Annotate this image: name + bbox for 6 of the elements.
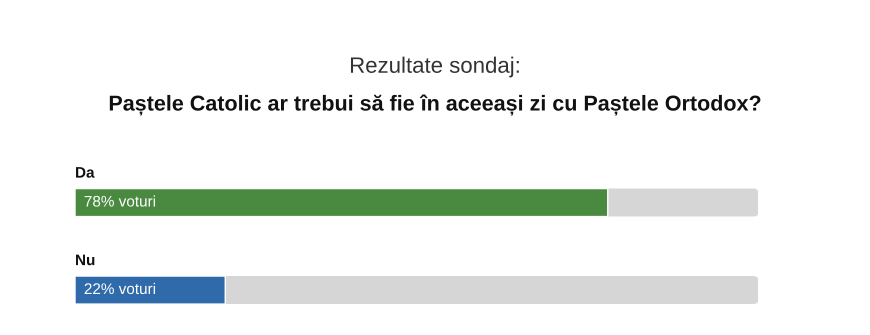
y-tick-label: Da [76, 167, 95, 178]
data-label: 22% voturi [84, 282, 156, 294]
chart-subtitle: Paștele Catolic ar trebui să fie în aceeași zi cu Paștele Ortodox? [110, 94, 760, 116]
chart-title: Rezultate sondaj: [350, 56, 519, 78]
y-tick-label: Nu [76, 254, 94, 266]
data-label: 78% voturi [84, 195, 156, 207]
